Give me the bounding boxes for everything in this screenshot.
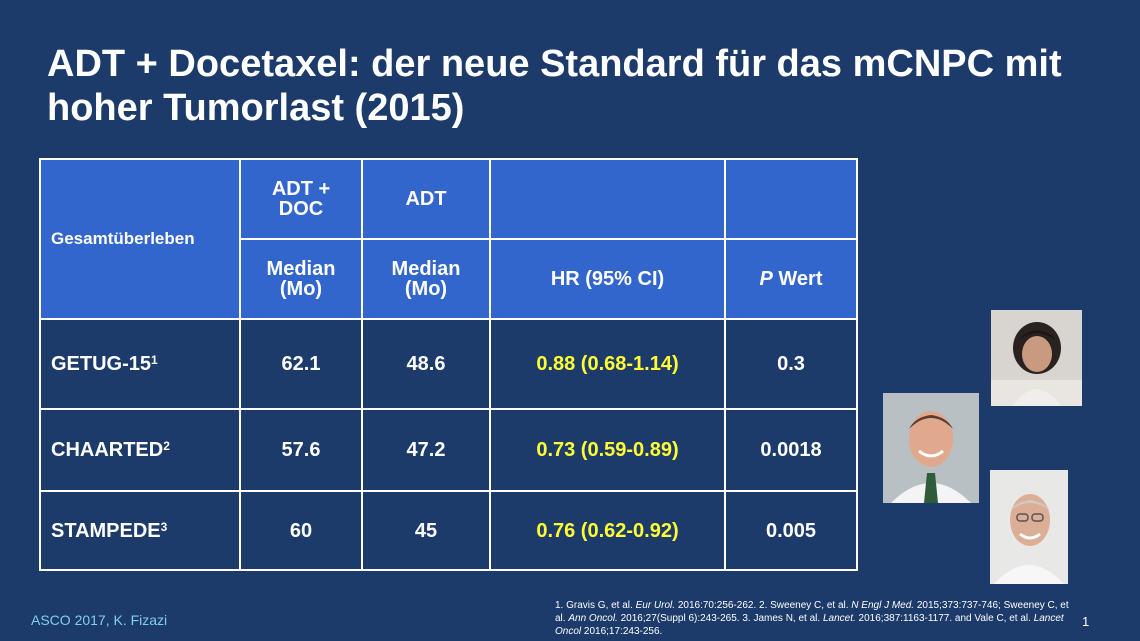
- ref-text: 2016;387:1163-1177. and Vale C, et al.: [855, 613, 1034, 624]
- ref-text: 2016;27(Suppl 6):243-265. 3. James N, et…: [617, 613, 823, 624]
- corner-header: Gesamtüberleben: [39, 158, 241, 320]
- p-wert-label: Wert: [772, 268, 823, 290]
- study-name: CHAARTED2: [39, 408, 241, 492]
- p-value-cell: 0.3: [724, 318, 858, 410]
- study-name: STAMPEDE3: [39, 490, 241, 571]
- ref-journal: Lancet Oncol: [555, 613, 1064, 637]
- median-adt-doc-cell: 62.1: [239, 318, 363, 410]
- portrait-man-tie-image: [883, 393, 979, 503]
- table-row: GETUG-151 62.1 48.6 0.88 (0.68-1.14) 0.3: [39, 318, 858, 410]
- ref-journal: Eur Urol.: [635, 600, 676, 611]
- references: 1. Gravis G, et al. Eur Urol. 2016:70:25…: [555, 599, 1080, 638]
- reference-mark: 2: [163, 439, 170, 453]
- sub-header-median-adt: Median (Mo): [361, 238, 491, 320]
- ref-text: 2016:70:256-262. 2. Sweeney C, et al.: [675, 600, 852, 611]
- median-adt-cell: 47.2: [361, 408, 491, 492]
- group-header-adt: ADT: [361, 158, 491, 240]
- footer-credit: ASCO 2017, K. Fizazi: [31, 612, 168, 628]
- ref-journal: N Engl J Med.: [851, 600, 915, 611]
- sub-header-median-doc: Median (Mo): [239, 238, 363, 320]
- table-row: CHAARTED2 57.6 47.2 0.73 (0.59-0.89) 0.0…: [39, 408, 858, 492]
- reference-mark: 3: [160, 519, 168, 534]
- median-adt-doc-cell: 60: [239, 490, 363, 571]
- group-header-hr-empty: [489, 158, 726, 240]
- ref-journal: Ann Oncol.: [568, 613, 618, 624]
- slide-title: ADT + Docetaxel: der neue Standard für d…: [47, 43, 1062, 129]
- group-header-adt-doc-text: ADT + DOC: [271, 178, 331, 220]
- ref-journal: Lancet.: [822, 613, 856, 624]
- hazard-ratio-cell: 0.73 (0.59-0.89): [489, 408, 726, 492]
- portrait-man-glasses-image: [990, 470, 1068, 584]
- header-row-2: Median (Mo) Median (Mo) HR (95% CI) P We…: [40, 238, 858, 320]
- ref-text: 1. Gravis G, et al.: [555, 600, 636, 611]
- study-label: GETUG-15: [51, 353, 152, 375]
- study-label: CHAARTED: [51, 439, 164, 461]
- presenter-photo-man-tie: [883, 393, 979, 503]
- group-header-p-empty: [724, 158, 858, 240]
- median-adt-cell: 48.6: [361, 318, 491, 410]
- p-letter: P: [759, 268, 773, 290]
- ref-text: 2016;17:243-256.: [581, 626, 663, 637]
- page-number: 1: [1082, 614, 1090, 629]
- presenter-photo-man-glasses: [990, 470, 1068, 584]
- sub-header-median-adt-text: Median (Mo): [391, 258, 461, 300]
- study-label: STAMPEDE: [51, 519, 161, 542]
- ref-text: 2015;373:737-746; Sweeney C, et al.: [555, 600, 1069, 624]
- p-value-cell: 0.005: [724, 490, 858, 571]
- sub-header-median-doc-text: Median (Mo): [266, 258, 336, 300]
- sub-header-hr: HR (95% CI): [489, 238, 726, 320]
- presenter-photo-woman: [991, 310, 1082, 406]
- p-value-cell: 0.0018: [724, 408, 858, 492]
- portrait-woman-image: [991, 310, 1082, 406]
- survival-table: Gesamtüberleben ADT + DOC ADT Median (Mo…: [39, 158, 858, 571]
- header-row-1: Gesamtüberleben ADT + DOC ADT: [39, 158, 858, 320]
- table-row: STAMPEDE3 60 45 0.76 (0.62-0.92) 0.005: [39, 490, 858, 571]
- reference-mark: 1: [151, 353, 158, 367]
- median-adt-cell: 45: [361, 490, 491, 571]
- median-adt-doc-cell: 57.6: [239, 408, 363, 492]
- sub-header-p-value: P Wert: [724, 238, 858, 320]
- group-header-adt-doc: ADT + DOC: [239, 158, 363, 240]
- hazard-ratio-cell: 0.88 (0.68-1.14): [489, 318, 726, 410]
- study-name: GETUG-151: [39, 318, 241, 410]
- hazard-ratio-cell: 0.76 (0.62-0.92): [489, 490, 726, 571]
